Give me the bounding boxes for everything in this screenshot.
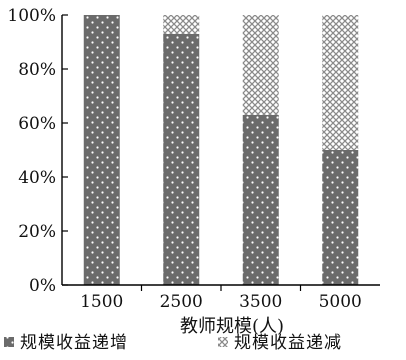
bar-decreasing-2500: [163, 15, 200, 34]
bar-increasing-1500: [83, 15, 120, 285]
y-tick-label: 80%: [18, 60, 56, 80]
bar-increasing-3500: [242, 114, 279, 286]
y-tick-label: 40%: [18, 168, 56, 188]
bars-layer: [83, 15, 359, 286]
legend-label-decreasing: 规模收益递减: [234, 333, 342, 353]
bar-decreasing-5000: [322, 15, 359, 150]
x-tick-label: 1500: [80, 292, 123, 312]
axes-layer: [61, 14, 380, 291]
legend-swatch-decreasing: [218, 337, 228, 347]
bar-increasing-5000: [322, 150, 359, 285]
y-tick-label: 0%: [29, 276, 56, 296]
y-tick-label: 60%: [18, 114, 56, 134]
x-tick-label: 2500: [160, 292, 203, 312]
tick-labels-layer: 0% 20% 40% 60% 80% 100% 1500 2500 3500 5000: [7, 6, 361, 312]
legend: 规模收益递增 规模收益递减: [4, 333, 342, 353]
legend-swatch-increasing: [4, 337, 14, 347]
bar-increasing-2500: [163, 33, 200, 286]
x-axis-title: 教师规模(人): [180, 316, 284, 337]
x-tick-label: 5000: [319, 292, 362, 312]
y-tick-label: 100%: [7, 6, 56, 26]
x-tick-label: 3500: [239, 292, 282, 312]
bar-decreasing-3500: [242, 15, 279, 115]
y-tick-label: 20%: [18, 222, 56, 242]
legend-label-increasing: 规模收益递增: [20, 333, 128, 353]
